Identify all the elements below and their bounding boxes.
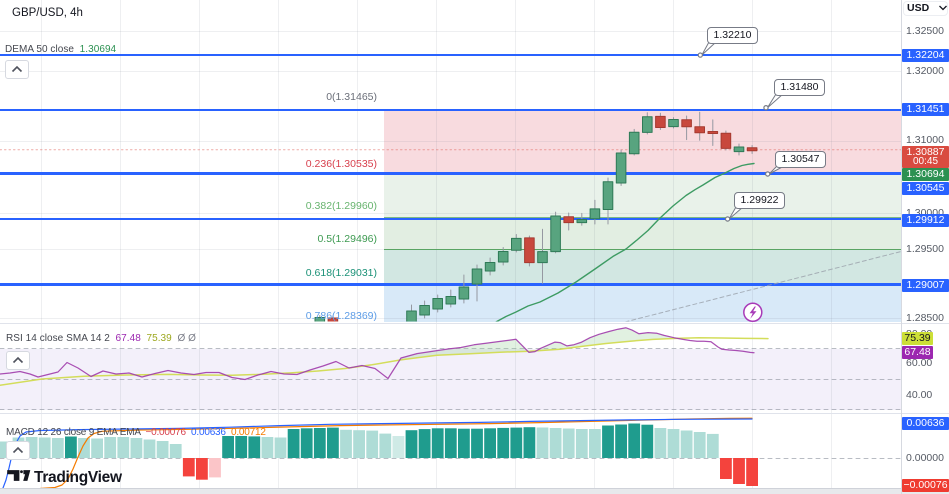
svg-text:TradingView: TradingView [34,469,123,486]
